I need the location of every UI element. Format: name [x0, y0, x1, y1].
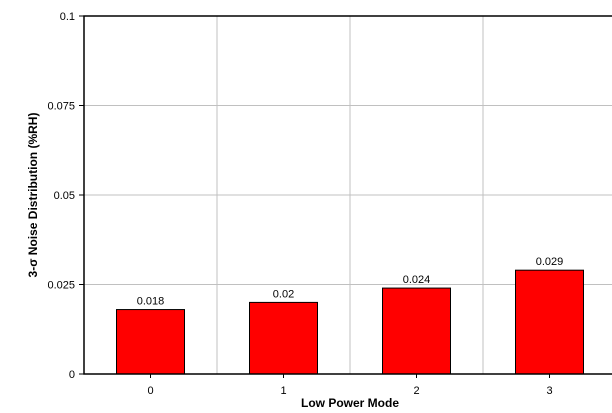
x-tick-label: 3 — [546, 385, 552, 397]
x-tick-label: 1 — [280, 385, 286, 397]
bar — [382, 287, 451, 375]
y-tick-label: 0.1 — [60, 11, 75, 23]
y-axis-title: 3-σ Noise Distribution (%RH) — [26, 113, 40, 278]
bar-value-label: 0.018 — [137, 296, 165, 308]
x-axis-ticks: 0 1 2 3 — [147, 374, 553, 397]
y-tick-label: 0.05 — [54, 190, 75, 202]
bar — [116, 309, 185, 375]
bar-value-label: 0.024 — [403, 274, 431, 286]
bar — [249, 301, 318, 375]
y-tick-label: 0.025 — [47, 280, 75, 292]
x-tick-label: 2 — [413, 385, 419, 397]
bars — [116, 269, 584, 375]
y-axis-ticks: 0 0.025 0.05 0.075 0.1 — [47, 11, 84, 381]
x-axis-title: Low Power Mode — [301, 396, 399, 410]
y-tick-label: 0 — [69, 369, 75, 381]
bar — [515, 269, 584, 375]
x-tick-label: 0 — [147, 385, 153, 397]
bar-value-label: 0.02 — [273, 288, 294, 300]
y-tick-label: 0.075 — [47, 101, 75, 113]
data-labels: 0.018 0.02 0.024 0.029 — [137, 256, 564, 307]
bar-value-label: 0.029 — [536, 256, 564, 268]
